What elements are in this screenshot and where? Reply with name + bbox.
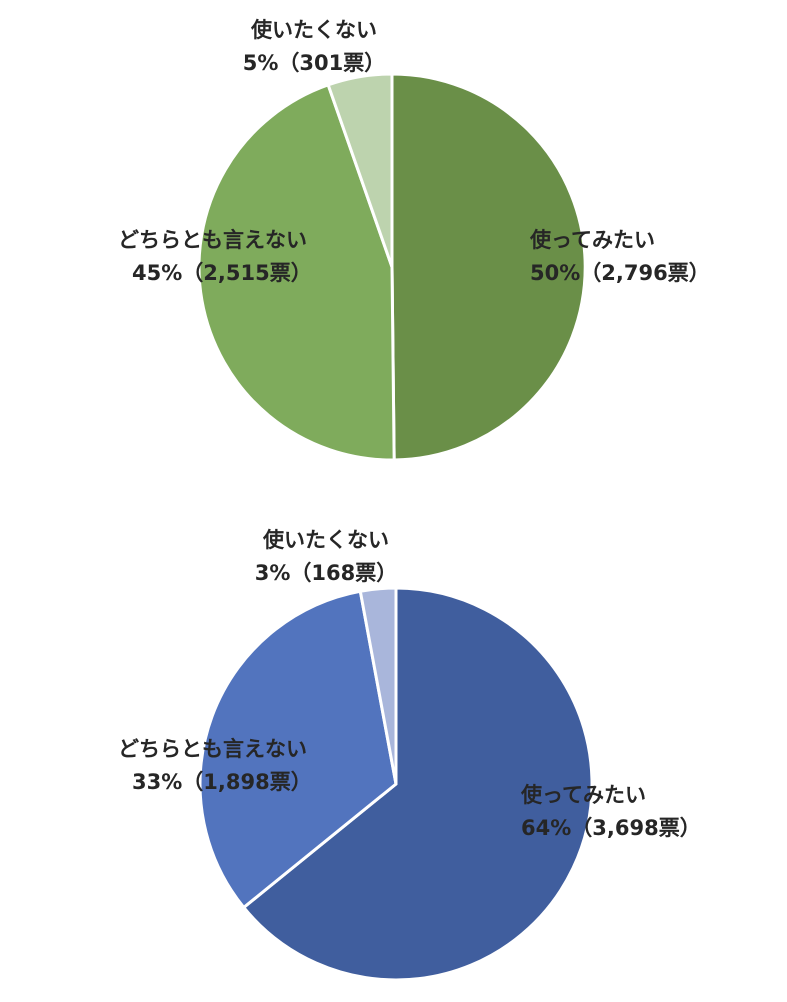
slice-label: 使いたくない bbox=[251, 18, 377, 42]
slice-value-label: 5%（301票） bbox=[242, 51, 386, 75]
pie2-slice-dont-want bbox=[358, 586, 398, 786]
pie1-slice-neutral bbox=[197, 83, 396, 462]
slice-value-label: 33%（1,898票） bbox=[132, 770, 312, 794]
pie2-slice-want bbox=[242, 586, 594, 982]
chart1-label-neutral: どちらとも言えない 45%（2,515票） bbox=[118, 224, 368, 290]
chart2-label-neutral: どちらとも言えない 33%（1,898票） bbox=[118, 733, 368, 799]
chart2-label-want: 使ってみたい 64%（3,698票） bbox=[521, 779, 721, 845]
slice-value-label: 45%（2,515票） bbox=[132, 261, 312, 285]
pie-chart-1 bbox=[197, 72, 587, 462]
pie1-slice-want bbox=[390, 72, 587, 462]
pie-chart-2 bbox=[198, 586, 594, 982]
chart2-label-dont-want: 使いたくない 3%（168票） bbox=[248, 524, 404, 590]
slice-label: 使ってみたい bbox=[530, 228, 655, 252]
slice-label: 使ってみたい bbox=[521, 783, 646, 807]
slice-label: 使いたくない bbox=[263, 528, 389, 552]
slice-label: どちらとも言えない bbox=[118, 228, 307, 252]
pie1-slice-dont-want bbox=[326, 72, 394, 269]
slice-value-label: 64%（3,698票） bbox=[521, 816, 701, 840]
slice-value-label: 50%（2,796票） bbox=[530, 261, 710, 285]
pie2-slice-neutral bbox=[198, 589, 398, 909]
slice-value-label: 3%（168票） bbox=[254, 561, 398, 585]
slice-label: どちらとも言えない bbox=[118, 737, 307, 761]
chart1-label-want: 使ってみたい 50%（2,796票） bbox=[530, 224, 730, 290]
chart1-label-dont-want: 使いたくない 5%（301票） bbox=[236, 14, 392, 80]
